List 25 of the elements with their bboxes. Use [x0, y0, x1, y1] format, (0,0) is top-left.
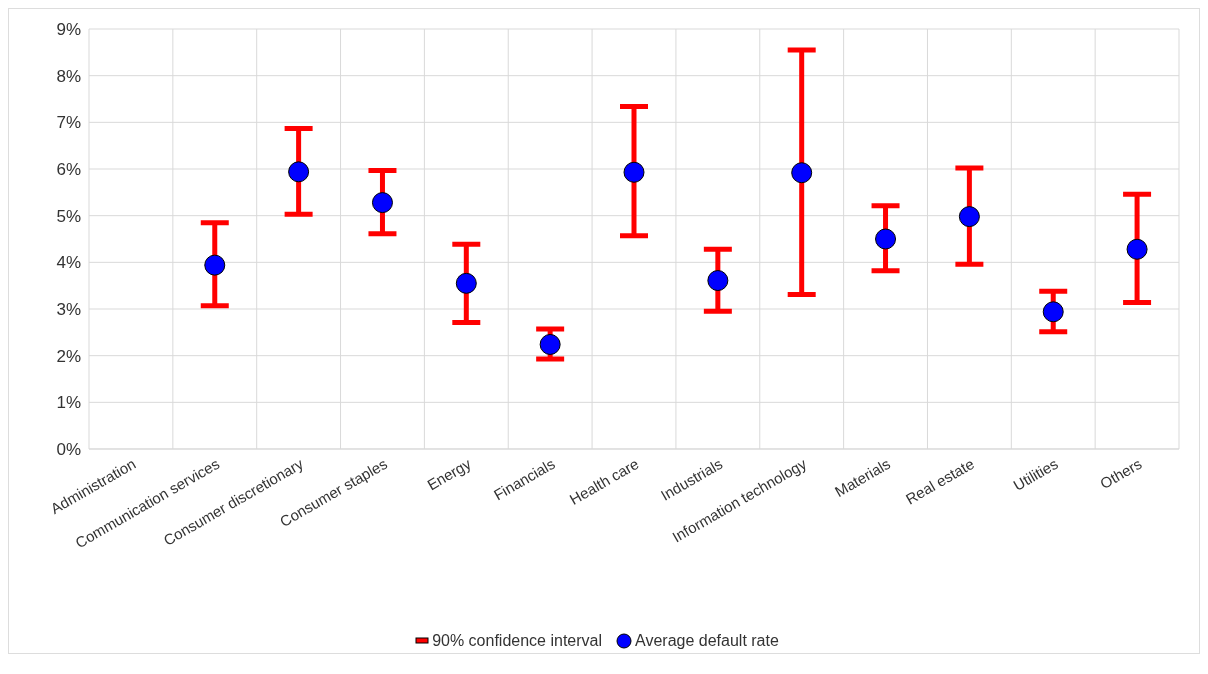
- y-tick-label: 1%: [56, 393, 81, 413]
- legend-label: Average default rate: [635, 632, 779, 650]
- y-tick-label: 7%: [56, 113, 81, 133]
- point: [707, 270, 729, 292]
- point: [1126, 238, 1148, 260]
- point: [455, 272, 477, 294]
- y-tick-label: 2%: [56, 346, 81, 366]
- y-tick-label: 8%: [56, 66, 81, 86]
- y-tick-label: 3%: [56, 300, 81, 320]
- y-tick-label: 6%: [56, 160, 81, 180]
- point: [371, 192, 393, 214]
- point: [288, 161, 310, 183]
- y-tick-label: 9%: [56, 20, 81, 40]
- point: [1042, 301, 1064, 323]
- text: 90% confidence interval: [432, 632, 603, 650]
- point: [875, 228, 897, 250]
- y-tick-label: 4%: [56, 253, 81, 273]
- point: [958, 206, 980, 228]
- point: [623, 161, 645, 183]
- y-tick-label: 0%: [56, 440, 81, 460]
- x-tick-label: Real estate: [902, 454, 977, 508]
- point: [539, 333, 561, 355]
- point: [204, 254, 226, 276]
- point: [791, 162, 813, 184]
- y-tick-label: 5%: [56, 206, 81, 226]
